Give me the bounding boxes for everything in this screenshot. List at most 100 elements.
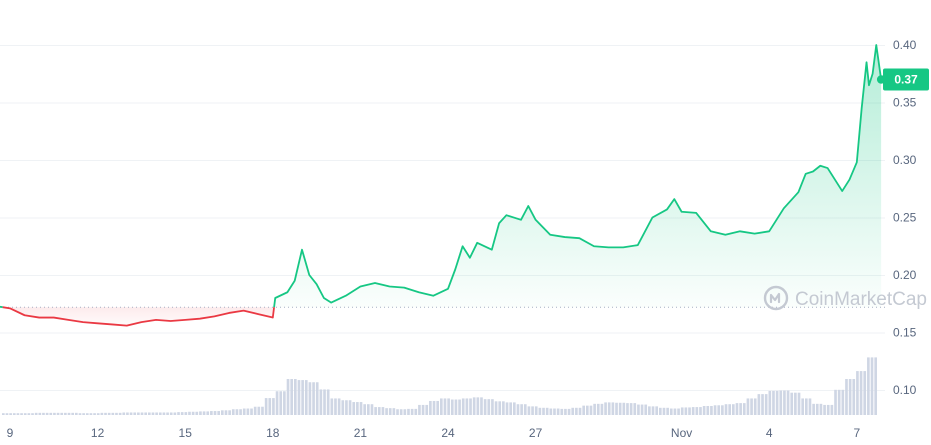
volume-bar (78, 413, 82, 415)
volume-bar (757, 394, 761, 415)
volume-bar (611, 402, 615, 415)
volume-bar (626, 403, 629, 415)
volume-bar (275, 391, 279, 415)
volume-bar (89, 413, 93, 415)
volume-bar (20, 413, 23, 415)
volume-bar (655, 406, 658, 415)
volume-bar (684, 407, 688, 415)
volume-bar (370, 404, 374, 415)
volume-bar (148, 412, 151, 415)
volume-bar (513, 402, 516, 415)
volume-bar (845, 379, 848, 415)
volume-bar (133, 412, 137, 415)
volume-bar (699, 407, 702, 415)
volume-bar (115, 412, 118, 415)
volume-bar (633, 403, 637, 415)
volume-bar (622, 402, 626, 415)
volume-bar (454, 399, 458, 415)
volume-bar (286, 379, 290, 415)
volume-bar (440, 398, 443, 415)
volume-bar (137, 412, 140, 415)
volume-bar (330, 398, 334, 415)
volume-bar (790, 392, 794, 415)
x-tick-label: 9 (7, 426, 14, 440)
volume-bar (607, 402, 611, 415)
volume-bar (604, 402, 607, 415)
volume-bar (542, 407, 545, 415)
price-line-segment (2, 306, 275, 327)
volume-bar (341, 400, 345, 415)
volume-bar (534, 406, 538, 415)
volume-bar (651, 406, 655, 415)
volume-bar (122, 412, 126, 415)
volume-bar (564, 408, 567, 415)
volume-bar (713, 405, 717, 415)
volume-bar (761, 394, 764, 415)
volume-bar (688, 407, 691, 415)
volume-bar (567, 408, 571, 415)
volume-bar (472, 397, 476, 415)
volume-bar (162, 412, 166, 415)
price-badge: 0.37 (883, 68, 929, 91)
volume-bar (553, 408, 556, 415)
volume-bar (710, 406, 713, 415)
x-tick-label: Nov (671, 426, 692, 440)
volume-bar (870, 357, 874, 415)
volume-bar (246, 408, 250, 415)
volume-bar (659, 407, 662, 415)
volume-bar (644, 404, 648, 415)
volume-bar (367, 404, 370, 415)
volume-bar (53, 412, 56, 415)
y-tick-label: 0.35 (893, 96, 917, 110)
volume-bar (523, 404, 527, 415)
volume-bar (779, 390, 783, 415)
volume-bar (195, 411, 199, 415)
volume-bar (735, 403, 739, 415)
volume-bar (323, 389, 326, 415)
volume-bar (618, 402, 622, 415)
volume-bar (469, 398, 472, 415)
volume-bar (527, 406, 531, 415)
price-line (0, 44, 883, 327)
volume-bar (64, 412, 67, 415)
volume-bar (42, 412, 45, 415)
x-tick-label: 4 (766, 426, 773, 440)
volume-bar (188, 411, 191, 415)
volume-bar (805, 398, 808, 415)
volume-bar (443, 398, 447, 415)
price-line-segment (273, 44, 883, 308)
volume-bar (27, 413, 31, 415)
volume-bar (436, 400, 439, 415)
volume-bar (9, 413, 12, 415)
volume-bar (283, 391, 286, 415)
volume-bar (834, 389, 837, 415)
volume-bars (2, 357, 877, 415)
volume-bar (231, 409, 235, 415)
volume-bar (155, 412, 158, 415)
price-badge-label: 0.37 (894, 73, 918, 87)
volume-bar (458, 399, 461, 415)
volume-bar (5, 413, 9, 415)
volume-bar (753, 398, 757, 415)
volume-bar (538, 407, 542, 415)
price-area (0, 45, 882, 326)
volume-bar (571, 407, 575, 415)
volume-bar (45, 412, 49, 415)
volume-bar (429, 400, 432, 415)
volume-bar (250, 408, 253, 415)
volume-bar (695, 407, 699, 415)
y-tick-label: 0.15 (893, 326, 917, 340)
volume-bar (345, 400, 348, 415)
volume-bar (221, 410, 224, 415)
volume-bar (648, 406, 651, 415)
volume-bar (334, 398, 337, 415)
volume-bar (31, 413, 34, 415)
volume-bar (702, 406, 706, 415)
volume-bar (461, 398, 465, 415)
volume-bar (505, 402, 509, 415)
volume-bar (407, 408, 410, 415)
volume-bar (377, 407, 381, 415)
volume-bar (450, 399, 454, 415)
volume-bar (509, 402, 512, 415)
grid (0, 45, 885, 391)
